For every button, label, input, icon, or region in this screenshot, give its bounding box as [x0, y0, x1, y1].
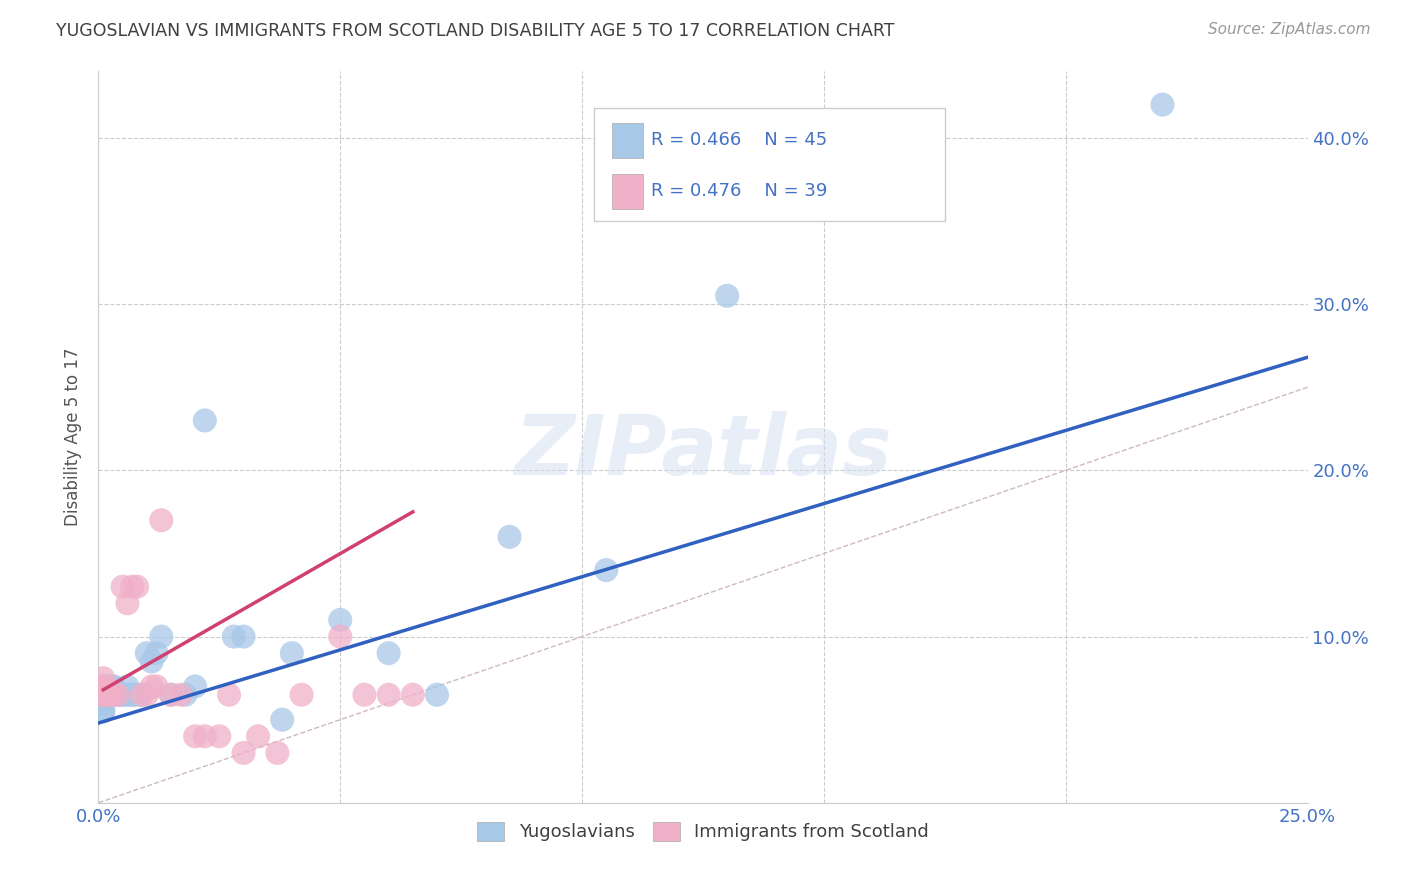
Point: [91, 696, 114, 710]
Point: [169, 688, 191, 702]
Point: [111, 688, 134, 702]
Point: [145, 646, 167, 660]
FancyBboxPatch shape: [613, 174, 643, 209]
Point: [247, 729, 270, 743]
Point: [97, 688, 120, 702]
Point: [150, 630, 173, 644]
Point: [281, 646, 304, 660]
Point: [97, 688, 120, 702]
Point: [194, 413, 217, 427]
Point: [107, 688, 129, 702]
Point: [329, 613, 352, 627]
Point: [117, 680, 139, 694]
Point: [91, 688, 114, 702]
Legend: Yugoslavians, Immigrants from Scotland: Yugoslavians, Immigrants from Scotland: [470, 814, 936, 848]
Point: [145, 680, 167, 694]
Point: [91, 680, 114, 694]
Point: [194, 729, 217, 743]
Point: [218, 688, 240, 702]
Point: [101, 680, 124, 694]
Point: [91, 680, 114, 694]
Point: [271, 713, 294, 727]
Point: [91, 688, 114, 702]
Point: [184, 729, 207, 743]
Point: [232, 746, 254, 760]
Point: [91, 688, 114, 702]
Point: [121, 688, 143, 702]
FancyBboxPatch shape: [613, 122, 643, 158]
Point: [107, 688, 129, 702]
Text: YUGOSLAVIAN VS IMMIGRANTS FROM SCOTLAND DISABILITY AGE 5 TO 17 CORRELATION CHART: YUGOSLAVIAN VS IMMIGRANTS FROM SCOTLAND …: [56, 22, 894, 40]
Text: Source: ZipAtlas.com: Source: ZipAtlas.com: [1208, 22, 1371, 37]
Point: [111, 688, 134, 702]
Point: [91, 705, 114, 719]
Text: R = 0.476    N = 39: R = 0.476 N = 39: [651, 182, 827, 201]
Point: [91, 680, 114, 694]
Point: [141, 680, 163, 694]
Point: [498, 530, 520, 544]
Point: [208, 729, 231, 743]
Point: [184, 680, 207, 694]
Point: [160, 688, 183, 702]
Point: [716, 289, 738, 303]
Point: [91, 688, 114, 702]
Point: [150, 513, 173, 527]
Point: [290, 688, 312, 702]
Point: [91, 688, 114, 702]
Point: [91, 696, 114, 710]
Y-axis label: Disability Age 5 to 17: Disability Age 5 to 17: [65, 348, 83, 526]
Point: [595, 563, 617, 577]
Point: [353, 688, 375, 702]
Text: R = 0.466    N = 45: R = 0.466 N = 45: [651, 131, 827, 149]
Point: [135, 688, 157, 702]
Point: [111, 580, 134, 594]
Point: [91, 688, 114, 702]
Point: [121, 688, 143, 702]
Point: [266, 746, 288, 760]
Point: [377, 688, 399, 702]
Point: [91, 688, 114, 702]
Point: [101, 688, 124, 702]
Point: [1152, 97, 1174, 112]
Point: [141, 655, 163, 669]
Point: [97, 688, 120, 702]
Point: [91, 705, 114, 719]
Text: ZIPatlas: ZIPatlas: [515, 411, 891, 492]
Point: [91, 688, 114, 702]
Point: [91, 680, 114, 694]
Point: [97, 688, 120, 702]
Point: [117, 596, 139, 610]
Point: [101, 688, 124, 702]
Point: [91, 671, 114, 685]
Point: [131, 688, 153, 702]
Point: [127, 688, 149, 702]
Point: [91, 688, 114, 702]
Point: [222, 630, 245, 644]
Point: [117, 688, 139, 702]
FancyBboxPatch shape: [595, 108, 945, 221]
Point: [160, 688, 183, 702]
Point: [135, 646, 157, 660]
Point: [101, 680, 124, 694]
Point: [402, 688, 425, 702]
Point: [91, 680, 114, 694]
Point: [329, 630, 352, 644]
Point: [377, 646, 399, 660]
Point: [426, 688, 449, 702]
Point: [127, 580, 149, 594]
Point: [97, 688, 120, 702]
Point: [121, 580, 143, 594]
Point: [174, 688, 197, 702]
Point: [131, 688, 153, 702]
Point: [107, 688, 129, 702]
Point: [232, 630, 254, 644]
Point: [97, 680, 120, 694]
Point: [91, 688, 114, 702]
Point: [97, 688, 120, 702]
